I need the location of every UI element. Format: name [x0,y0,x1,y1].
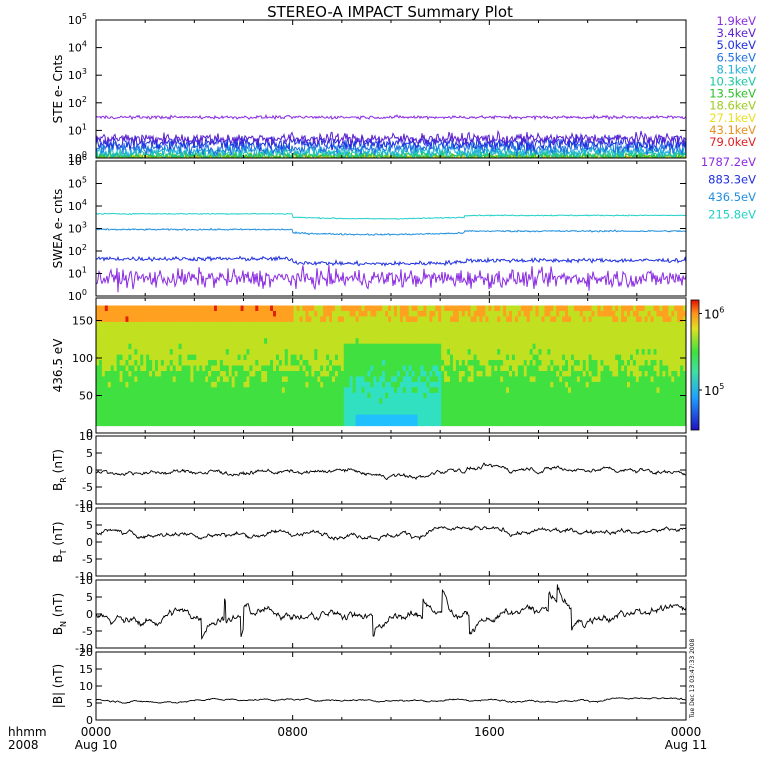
trace-bt [96,525,686,542]
time-row-label: hhmm [8,725,47,739]
ylabel-pad: 436.5 eV [51,338,65,393]
ytick-label: 20 [79,646,93,659]
date-tick-label: Aug 10 [75,738,118,752]
year-row-label: 2008 [8,738,39,752]
legend-item: 215.8eV [708,208,756,222]
legend-item: 1.9keV [717,14,757,28]
ytick-label: 106 [68,153,87,168]
legend-item: 27.1keV [709,111,756,125]
legend-item: 3.4keV [717,26,757,40]
panel-bt: -10 -5 0 5 10 BT (nT) [51,502,687,583]
ytick-label: -5 [82,553,93,566]
frame-bt [95,507,687,577]
series-215.8eV [96,212,686,220]
panel-bn: -10 -5 0 5 10 BN (nT) [51,574,687,655]
legend-item: 79.0keV [709,135,756,149]
ytick-label: 103 [68,221,87,236]
ylabel-bt: BT (nT) [51,521,68,562]
ytick-label: 0 [86,464,93,477]
ytick-label: 0 [86,536,93,549]
legend-swea: 1787.2eV 883.3eV 436.5eV 215.8eV [701,155,756,222]
ylabel-br: BR (nT) [51,449,68,491]
ytick-label: 10 [79,680,93,693]
ylabel-bmag: |B| (nT) [51,664,65,708]
ytick-label: -10 [75,498,93,511]
ytick-label: 100 [72,352,93,365]
ytick-label: 5 [86,447,93,460]
legend-item: 883.3eV [708,173,756,187]
series-3.4keV [96,129,686,147]
trace-bmag [96,697,686,704]
ylabel-bn: BN (nT) [51,593,68,635]
legend-item: 6.5keV [717,50,757,64]
ytick-label: -10 [75,642,93,655]
series-883.3eV [96,255,686,267]
date-tick-label: Aug 11 [665,738,708,752]
panel-swea: 100 101 102 103 104 105 106 SWEA e- cnts 1787.2e… [51,153,756,303]
ytick-label: 150 [72,315,93,328]
series-436.5eV [96,227,686,237]
frame-ste [95,19,687,159]
trace-bn [96,584,686,640]
ytick-label: 102 [68,243,87,258]
ytick-label: 101 [68,266,87,281]
series-1.9keV [96,113,686,121]
ytick-label: 5 [86,591,93,604]
ytick-label: 0 [86,714,93,727]
colorbar-tick-5: 105 [704,382,724,398]
ytick-label: 105 [68,176,87,191]
series-5.0keV [96,133,686,152]
legend-item: 13.5keV [709,87,756,101]
ytick-label: 5 [86,519,93,532]
ytick-label: 102 [68,95,87,110]
time-tick-label: 0000 [671,725,702,739]
ytick-label: 15 [79,663,93,676]
plot-title: STEREO-A IMPACT Summary Plot [267,3,513,21]
panel-pad: 105 106 0 50 100 150 436.5 eV [51,297,724,440]
ytick-label: 5 [86,697,93,710]
time-tick-label: 0000 [81,725,112,739]
ytick-label: 104 [68,40,87,55]
ytick-label: 0 [86,427,93,440]
frame-bmag [95,651,687,721]
ytick-label: 0 [86,608,93,621]
trace-br [96,462,686,481]
date-stamp: Tue Dec 13 03:47:33 2008 [689,638,696,719]
legend-item: 10.3keV [709,75,756,89]
panel-br: -10 -5 0 5 10 BR (nT) [51,430,687,511]
frame-bn [95,579,687,649]
time-tick-label: 1600 [474,725,505,739]
ytick-label: 50 [79,390,93,403]
ylabel-ste: STE e- Cnts [51,55,65,124]
ytick-label: 101 [68,122,87,137]
time-tick-label: 0800 [277,725,308,739]
ytick-label: 100 [68,288,87,303]
colorbar-tick-6: 106 [704,305,724,321]
legend-item: 8.1keV [717,62,757,76]
legend-item: 18.6keV [709,99,756,113]
ytick-label: -5 [82,481,93,494]
legend-ste: 1.9keV3.4keV5.0keV6.5keV8.1keV10.3keV13.… [709,14,756,149]
ytick-label: 10 [79,502,93,515]
legend-item: 436.5eV [708,190,756,204]
panel-bmag: 0 5 10 15 20 |B| (nT) [51,646,687,727]
ylabel-swea: SWEA e- cnts [51,189,65,269]
legend-item: 1787.2eV [701,155,756,169]
ytick-label: -5 [82,625,93,638]
series-1787.2eV [96,264,686,293]
legend-item: 5.0keV [717,38,757,52]
ytick-label: 10 [79,430,93,443]
colorbar: 105 106 [690,299,724,431]
ytick-label: 103 [68,67,87,82]
ytick-label: 104 [68,198,87,213]
legend-item: 43.1keV [709,123,756,137]
ytick-label: 10 [79,574,93,587]
ytick-label: 105 [68,12,87,27]
ytick-label: -10 [75,570,93,583]
